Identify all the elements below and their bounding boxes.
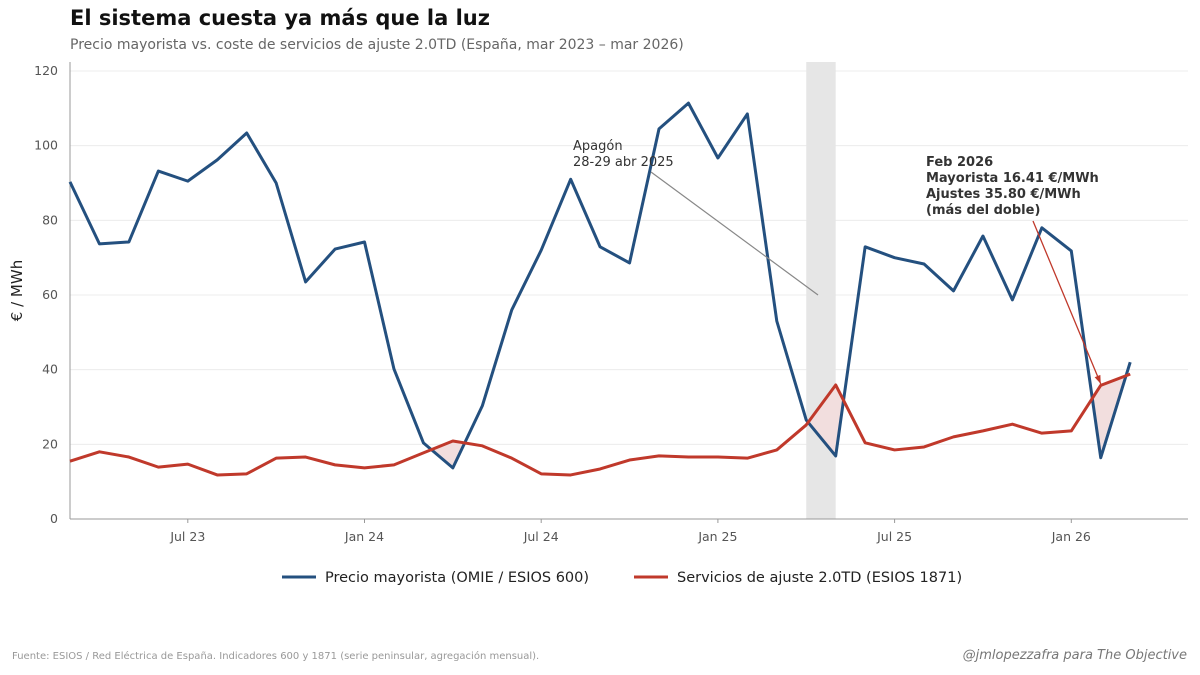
credit-note: @jmlopezzafra para The Objective [962, 648, 1187, 663]
chart-subtitle: Precio mayorista vs. coste de servicios … [70, 37, 684, 53]
annotation-feb2026-text: Mayorista 16.41 €/MWh [926, 171, 1099, 186]
y-tick-label: 20 [42, 436, 58, 451]
x-tick-label: Jan 24 [344, 529, 384, 544]
x-tick-label: Jan 25 [697, 529, 737, 544]
legend-label: Servicios de ajuste 2.0TD (ESIOS 1871) [677, 570, 962, 586]
annotation-arrow-feb2026 [1032, 220, 1102, 385]
annotation-feb2026-text: Ajustes 35.80 €/MWh [926, 187, 1081, 202]
x-tick-label: Jul 23 [169, 529, 205, 544]
x-tick-label: Jul 25 [876, 529, 912, 544]
annotation-line-apagon [650, 171, 819, 296]
annotation-feb2026-text: Feb 2026 [926, 155, 993, 170]
y-tick-label: 120 [34, 63, 58, 78]
fill-between-area [70, 374, 1131, 475]
chart-title: El sistema cuesta ya más que la luz [70, 6, 490, 30]
annotation-apagon-text: 28-29 abr 2025 [573, 155, 674, 170]
annotation-apagon-text: Apagón [573, 139, 623, 154]
y-axis-label: € / MWh [8, 260, 26, 321]
y-tick-label: 40 [42, 362, 58, 377]
y-tick-label: 80 [42, 212, 58, 227]
series-line-ajustes [69, 372, 1131, 477]
annotation-feb2026-text: (más del doble) [926, 203, 1040, 218]
legend-label: Precio mayorista (OMIE / ESIOS 600) [325, 570, 589, 586]
x-tick-label: Jul 24 [523, 529, 559, 544]
source-note: Fuente: ESIOS / Red Eléctrica de España.… [12, 651, 540, 662]
x-tick-label: Jan 26 [1051, 529, 1091, 544]
y-tick-label: 0 [50, 511, 58, 526]
y-tick-label: 60 [42, 287, 58, 302]
y-tick-label: 100 [34, 138, 58, 153]
arrowhead-icon [1094, 374, 1101, 384]
